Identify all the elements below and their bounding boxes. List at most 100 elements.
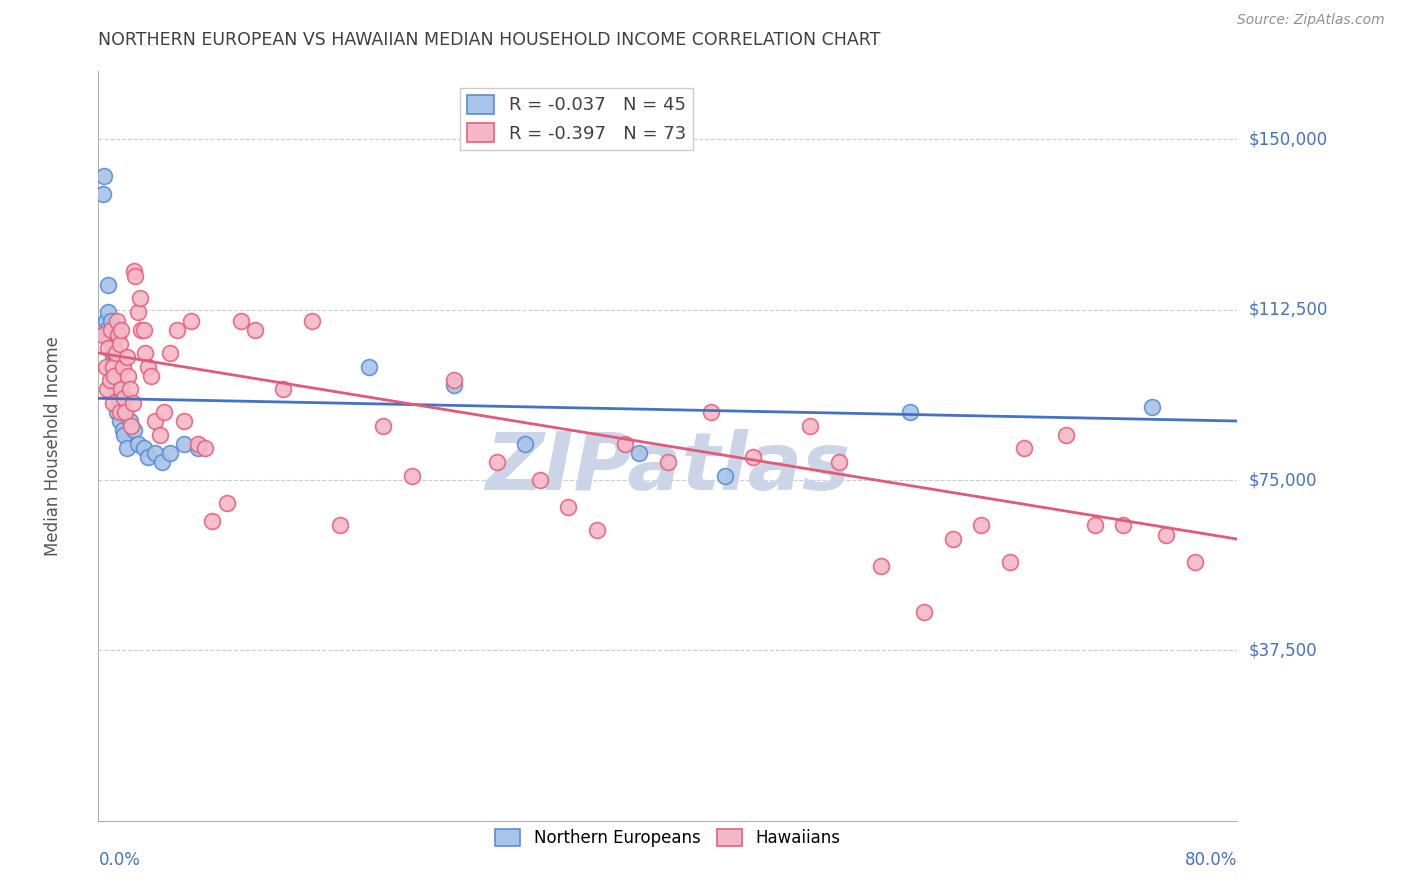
Point xyxy=(152,455,174,469)
Point xyxy=(104,346,127,360)
Text: Median Household Income: Median Household Income xyxy=(44,336,62,556)
Point xyxy=(101,351,124,365)
Point xyxy=(194,442,217,456)
Point xyxy=(1012,442,1035,456)
Point xyxy=(122,423,145,437)
Text: 0.0%: 0.0% xyxy=(98,851,141,869)
Point xyxy=(127,436,149,450)
Point xyxy=(103,377,125,392)
Point xyxy=(357,359,380,374)
Point xyxy=(100,359,122,374)
Point xyxy=(799,418,821,433)
Point xyxy=(96,327,118,342)
Point xyxy=(122,264,145,278)
Text: $112,500: $112,500 xyxy=(1249,301,1327,318)
Point xyxy=(118,382,141,396)
Point xyxy=(124,268,146,283)
Point xyxy=(742,450,765,465)
Point xyxy=(898,405,921,419)
Point xyxy=(107,392,129,406)
Point xyxy=(136,450,159,465)
Point xyxy=(111,359,134,374)
Point xyxy=(108,414,131,428)
Point xyxy=(215,496,238,510)
Point xyxy=(100,314,122,328)
Point xyxy=(912,605,935,619)
Point xyxy=(529,473,551,487)
Point xyxy=(96,382,118,396)
Point xyxy=(110,323,132,337)
Point xyxy=(515,436,537,450)
Point xyxy=(97,305,120,319)
Point xyxy=(1140,401,1163,415)
Point xyxy=(828,455,851,469)
Point xyxy=(112,392,135,406)
Point xyxy=(243,323,266,337)
Point xyxy=(98,373,121,387)
Point xyxy=(114,405,136,419)
Text: 80.0%: 80.0% xyxy=(1185,851,1237,869)
Point xyxy=(443,373,465,387)
Point xyxy=(1184,555,1206,569)
Point xyxy=(557,500,579,515)
Point xyxy=(129,323,152,337)
Text: $150,000: $150,000 xyxy=(1249,130,1327,148)
Point xyxy=(128,292,150,306)
Point xyxy=(105,373,128,387)
Point xyxy=(103,346,125,360)
Point xyxy=(153,405,176,419)
Point xyxy=(159,446,181,460)
Point xyxy=(120,418,142,433)
Point xyxy=(132,323,155,337)
Point xyxy=(91,186,114,201)
Point xyxy=(657,455,679,469)
Point xyxy=(121,396,143,410)
Point xyxy=(173,436,195,450)
Text: ZIPatlas: ZIPatlas xyxy=(485,429,851,508)
Point xyxy=(94,359,117,374)
Point xyxy=(149,427,172,442)
Point xyxy=(91,327,114,342)
Point xyxy=(628,446,651,460)
Point xyxy=(105,314,128,328)
Point xyxy=(1154,527,1177,541)
Point xyxy=(614,436,637,450)
Point xyxy=(96,323,118,337)
Point xyxy=(110,401,132,415)
Point xyxy=(145,414,167,428)
Point xyxy=(180,314,202,328)
Point xyxy=(273,382,295,396)
Point xyxy=(401,468,423,483)
Point xyxy=(110,382,132,396)
Point xyxy=(173,414,195,428)
Point xyxy=(187,436,209,450)
Point xyxy=(139,368,162,383)
Point xyxy=(111,423,134,437)
Point xyxy=(970,518,993,533)
Point xyxy=(134,346,156,360)
Point xyxy=(107,327,129,342)
Point xyxy=(104,355,127,369)
Point xyxy=(870,559,893,574)
Point xyxy=(998,555,1021,569)
Point xyxy=(166,323,188,337)
Point xyxy=(101,342,124,356)
Point xyxy=(101,359,124,374)
Point xyxy=(136,359,159,374)
Point xyxy=(118,414,141,428)
Point xyxy=(105,405,128,419)
Point xyxy=(699,405,721,419)
Point xyxy=(486,455,509,469)
Legend: Northern Europeans, Hawaiians: Northern Europeans, Hawaiians xyxy=(489,822,846,854)
Point xyxy=(117,368,139,383)
Point xyxy=(1056,427,1078,442)
Point xyxy=(115,351,138,365)
Point xyxy=(114,405,136,419)
Point xyxy=(108,405,131,419)
Text: $37,500: $37,500 xyxy=(1249,641,1317,659)
Point xyxy=(201,514,224,528)
Point xyxy=(159,346,181,360)
Point xyxy=(585,523,607,537)
Point xyxy=(93,169,115,183)
Point xyxy=(94,314,117,328)
